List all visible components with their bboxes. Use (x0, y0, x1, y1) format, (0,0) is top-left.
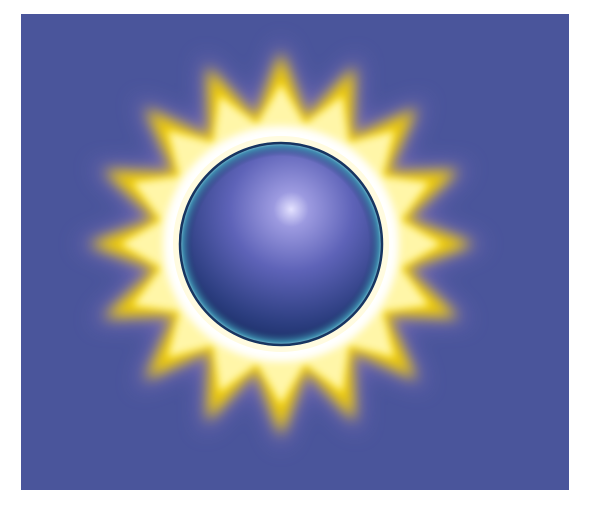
eclipse-artwork (21, 14, 569, 490)
eclipse-svg (76, 39, 486, 449)
sphere-outline (178, 141, 384, 347)
sphere-rim (179, 142, 383, 346)
